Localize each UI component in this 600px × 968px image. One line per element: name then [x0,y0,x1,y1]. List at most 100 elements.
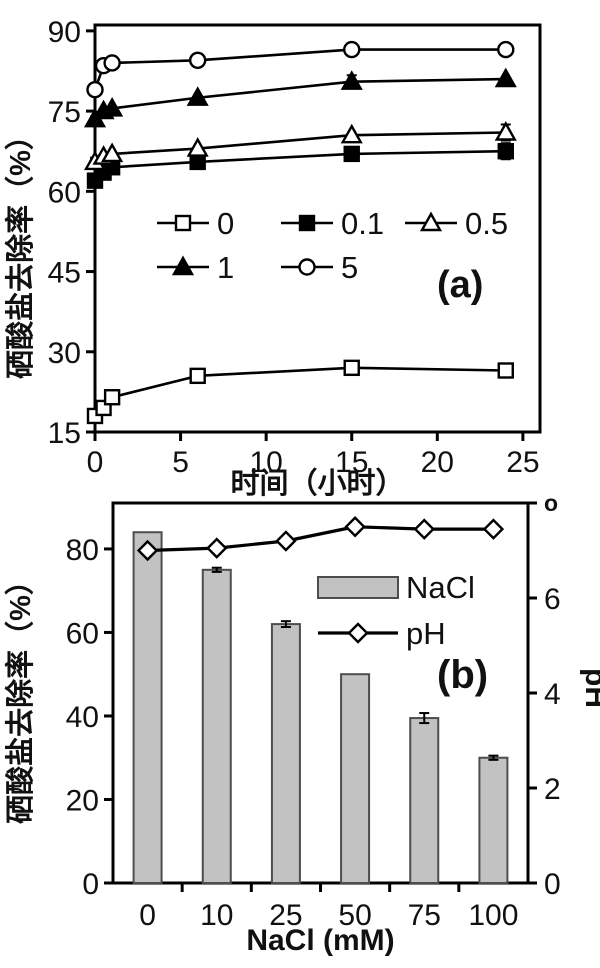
series-5 [86,40,515,99]
marker-triangle-open [340,123,363,144]
legend-label-nacl: NaCl [406,570,475,605]
bar [132,531,163,884]
panel-label-b: (b) [437,653,488,697]
plot-box-a [93,23,542,434]
x-tick-label-a: 20 [421,446,454,479]
bar [340,673,371,885]
marker-diamond-open [347,622,369,644]
marker-circle-open [103,54,121,72]
marker-diamond-open [275,530,297,552]
marker-triangle-filled [101,96,124,117]
y-tick-label-a: 90 [48,16,81,49]
x-tick-label-a: 5 [172,446,189,479]
legend-item-0: 0 [157,206,234,241]
x-tick-label-a: 25 [506,446,539,479]
y-axis-title-a: 硒酸盐去除率（%） [3,121,37,379]
legend-item-0.5: 0.5 [405,206,508,241]
marker-square-filled [189,153,206,171]
bar [201,568,232,884]
legend-label: 0.5 [465,206,508,241]
marker-circle-open [298,258,316,276]
marker-triangle-filled [494,67,517,88]
y-tick-label-a: 75 [48,96,81,129]
y-tick-label-right-b: 4 [544,678,561,711]
marker-triangle-open [101,142,124,163]
marker-triangle-filled [340,70,363,90]
legend-item-1: 1 [157,250,234,285]
series-1 [83,67,517,128]
y-tick-label-a: 60 [48,176,81,209]
marker-square-open [343,359,360,377]
x-tick-label-b: 50 [338,899,371,932]
y-tick-label-a: 15 [48,417,81,450]
marker-circle-open [497,40,515,59]
y-axis-title-left-b: 硒酸盐去除率（%） [3,566,37,824]
marker-square-filled [497,143,514,160]
marker-circle-open [343,40,361,59]
x-tick-label-a: 0 [87,446,104,479]
y-tick-label-right-b: 0 [544,868,561,901]
y-tick-label-a: 30 [48,337,81,370]
legend-b: NaCl pH [317,570,475,651]
marker-triangle-filled [186,86,209,106]
x-tick-label-b: 0 [139,899,156,932]
x-axis-title-b: NaCl (mM) [246,924,394,957]
legend-label: 0 [217,206,234,241]
legend-label: 1 [217,250,234,285]
y-axis-title-right-b: pH [579,668,600,708]
series-line [93,77,508,121]
series-0 [86,359,514,425]
marker-square-open [189,367,206,385]
legend-swatch-nacl [317,576,399,599]
marker-circle-open [188,51,207,69]
legend-label: 0.1 [341,206,384,241]
y-tick-label-right-b: o [544,490,558,516]
marker-triangle-open [186,137,209,157]
marker-triangle-open [494,121,517,141]
y-tick-label-left-b: 80 [66,534,99,567]
marker-diamond-open [344,516,366,538]
marker-circle-open [86,81,104,99]
series-line [93,48,508,92]
marker-square-open [497,362,514,379]
marker-square-open [103,389,121,406]
bar [409,717,440,884]
y-tick-label-right-b: 6 [544,583,561,616]
legend-item-5: 5 [281,250,358,285]
x-tick-label-a: 15 [335,446,368,479]
x-tick-label-b: 10 [200,899,233,932]
ph-line [147,525,494,553]
legend-item-0.1: 0.1 [281,206,384,241]
bar [270,623,301,884]
marker-diamond-open [482,518,505,540]
y-tick-label-left-b: 20 [66,784,99,817]
x-tick-label-b: 25 [269,899,302,932]
panel-label-a: (a) [437,264,483,306]
x-tick-label-b: 75 [408,899,441,932]
series-0.1 [86,142,514,189]
y-tick-label-a: 45 [48,257,81,290]
marker-square-filled [343,145,360,163]
series-line [93,149,508,182]
bar-series-nacl [132,531,509,885]
marker-diamond-open [136,539,159,562]
legend-a: 0 0.1 0.5 1 5 [157,206,508,285]
series-0.5 [83,121,517,171]
marker-diamond-open [206,537,228,559]
y-tick-label-right-b: 2 [544,773,561,806]
marker-triangle-filled [171,255,195,276]
x-tick-label-b: 100 [468,899,518,932]
bar [478,756,509,885]
series-line [93,366,508,418]
panel-b: 0 20 40 60 80 0 2 4 6 o 0 10 25 50 75 100 NaCl (mM) 硒酸盐去除… [3,490,600,957]
x-tick-label-a: 10 [249,446,282,479]
marker-diamond-open [413,518,435,540]
marker-square-open [174,214,192,232]
y-tick-label-left-b: 60 [66,617,99,650]
legend-item-nacl: NaCl [317,570,475,605]
legend-label: 5 [341,250,358,285]
legend-label-ph: pH [406,616,446,651]
line-series-ph [136,516,505,562]
